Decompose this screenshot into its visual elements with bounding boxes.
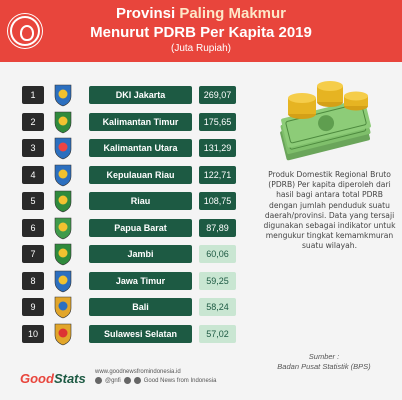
ranking-row: 7 Jambi 60,06 (0, 243, 240, 266)
footer-website: www.goodnewsfromindonesia.id (95, 369, 181, 375)
province-name: Papua Barat (89, 218, 192, 237)
rank-badge: 9 (22, 298, 44, 316)
source-label: Sumber : (308, 352, 340, 361)
province-emblem-icon (54, 217, 72, 239)
ranking-row: 9 Bali 58,24 (0, 296, 240, 319)
title-line-1: Provinsi Paling Makmur (115, 5, 287, 22)
header-banner: Provinsi Paling Makmur Menurut PDRB Per … (0, 0, 402, 62)
province-name: Sulawesi Selatan (89, 324, 192, 343)
province-emblem-icon (54, 243, 72, 266)
subtitle: (Juta Rupiah) (170, 43, 232, 54)
province-name: Riau (89, 192, 192, 210)
ranking-row: 1 DKI Jakarta 269,07 (0, 84, 240, 107)
province-name: Bali (89, 298, 192, 316)
description-text: Produk Domestik Regional Bruto (PDRB) Pe… (263, 170, 396, 251)
province-name: DKI Jakarta (89, 86, 192, 104)
ranking-row: 3 Kalimantan Utara 131,29 (0, 137, 240, 160)
pdrb-value: 175,65 (199, 112, 236, 131)
province-emblem-icon (54, 164, 72, 186)
source-value: Badan Pusat Statistik (BPS) (277, 362, 371, 371)
rank-badge: 3 (22, 139, 44, 157)
source-note: Sumber : Badan Pusat Statistik (BPS) (262, 352, 386, 372)
instagram-icon (95, 377, 102, 384)
rank-badge: 5 (22, 192, 44, 210)
footer-social-text: Good News from Indonesia (143, 377, 217, 384)
pdrb-value: 122,71 (199, 165, 236, 184)
province-emblem-icon (54, 84, 72, 107)
province-name: Kalimantan Utara (89, 139, 192, 157)
pdrb-value: 58,24 (199, 298, 236, 316)
rank-badge: 7 (22, 245, 44, 263)
pdrb-value: 131,29 (199, 139, 236, 157)
province-emblem-icon (54, 296, 72, 319)
province-name: Jambi (89, 245, 192, 263)
footer-handle: @gnfi (105, 377, 121, 384)
ranking-row: 4 Kepulauan Riau 122,71 (0, 164, 240, 186)
rank-badge: 8 (22, 271, 44, 290)
province-emblem-icon (54, 323, 72, 345)
title-line-2: Menurut PDRB Per Kapita 2019 (90, 24, 312, 41)
ranking-row: 6 Papua Barat 87,89 (0, 217, 240, 239)
facebook-icon (123, 377, 131, 384)
province-name: Kalimantan Timur (89, 112, 192, 131)
province-name: Jawa Timur (89, 271, 192, 290)
footer-social: @gnfi Good News from Indonesia (95, 377, 216, 384)
province-name: Kepulauan Riau (89, 165, 192, 184)
pdrb-value: 60,06 (199, 245, 236, 263)
rank-badge: 6 (22, 218, 44, 237)
province-emblem-icon (54, 270, 72, 292)
province-emblem-icon (54, 137, 72, 160)
rank-badge: 1 (22, 86, 44, 104)
pdrb-value: 57,02 (199, 324, 236, 343)
pdrb-value: 108,75 (199, 192, 236, 210)
ranking-row: 8 Jawa Timur 59,25 (0, 270, 240, 292)
rank-badge: 2 (22, 112, 44, 131)
twitter-icon (133, 377, 141, 384)
gnfi-logo-icon (8, 14, 42, 48)
pdrb-value: 87,89 (199, 218, 236, 237)
money-stack-icon (280, 81, 371, 161)
goodstats-logo: GoodStats (20, 371, 86, 386)
province-emblem-icon (54, 111, 72, 133)
pdrb-value: 269,07 (199, 86, 236, 104)
province-emblem-icon (54, 190, 72, 213)
rank-badge: 10 (22, 324, 44, 343)
pdrb-value: 59,25 (199, 271, 236, 290)
ranking-row: 5 Riau 108,75 (0, 190, 240, 213)
ranking-row: 2 Kalimantan Timur 175,65 (0, 111, 240, 133)
title-highlight: Paling Makmur (179, 5, 287, 22)
rank-badge: 4 (22, 165, 44, 184)
ranking-row: 10 Sulawesi Selatan 57,02 (0, 323, 240, 345)
